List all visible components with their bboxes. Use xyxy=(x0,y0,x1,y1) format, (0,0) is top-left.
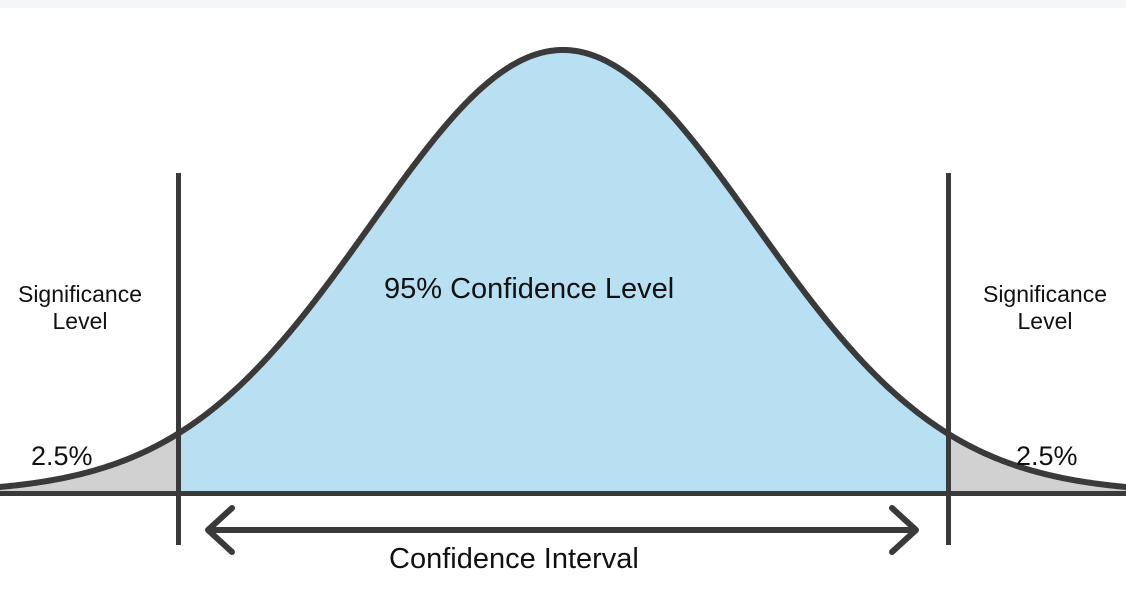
distribution-areas xyxy=(0,50,1126,493)
arrow-head-right xyxy=(889,505,919,555)
right-tail-percent-label: 2.5% xyxy=(1016,441,1078,471)
right-tail-area xyxy=(948,433,1126,493)
top-edge-strip xyxy=(0,0,1126,8)
confidence-level-label: 95% Confidence Level xyxy=(384,273,675,305)
bell-curve xyxy=(0,47,1126,490)
significance-level-label-right: Significance Level xyxy=(982,281,1108,335)
arrow-head-left xyxy=(205,505,235,555)
left-tail-area xyxy=(0,433,178,493)
significance-level-label-left: Significance Level xyxy=(17,281,143,335)
left-tail-percent-label: 2.5% xyxy=(31,441,93,471)
confidence-interval-area xyxy=(178,50,948,493)
confidence-interval-label: Confidence Interval xyxy=(389,543,639,575)
confidence-interval-arrow xyxy=(205,505,919,555)
